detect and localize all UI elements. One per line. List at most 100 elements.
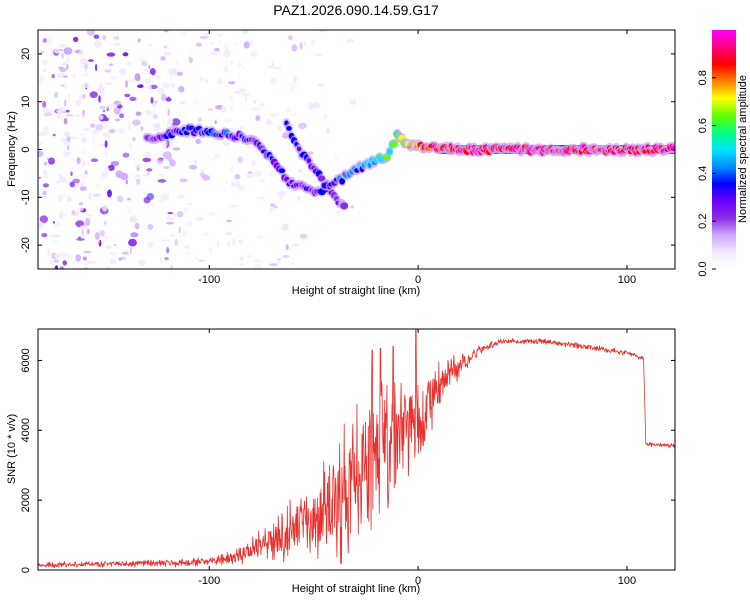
noise-blob [81,137,88,144]
noise-blob [66,63,69,70]
noise-blob [188,30,193,33]
noise-blob [92,118,95,123]
noise-blob [82,222,91,227]
noise-blob [223,49,231,58]
noise-blob [104,167,110,171]
noise-blob [59,67,67,73]
noise-blob [101,235,110,240]
noise-blob [138,77,141,81]
noise-blob [265,119,272,126]
noise-blob [163,45,168,49]
noise-blob [322,113,328,120]
noise-blob [83,148,86,156]
snr-y-ticks: 0 2000 4000 6000 [20,348,675,573]
noise-blob [303,40,306,47]
noise-blob [89,91,98,99]
noise-blob [239,88,246,93]
noise-blob [270,77,276,85]
noise-blob [259,103,265,107]
noise-blob [308,151,314,155]
noise-blob [157,173,166,176]
noise-blob [228,95,234,102]
noise-blob [39,215,48,224]
noise-blob [58,251,64,255]
noise-blob [251,159,257,167]
noise-blob [56,111,62,119]
noise-blob [217,33,223,37]
noise-blob [178,226,181,234]
noise-blob [204,77,208,84]
ridge-point [278,168,286,174]
noise-blob [148,43,152,47]
noise-blob [66,56,70,64]
noise-blob [78,202,84,206]
noise-blob [69,136,78,139]
noise-blob [51,74,55,79]
noise-blob [124,93,131,98]
noise-blob [181,92,184,95]
noise-blob [76,157,81,165]
noise-blob [42,59,48,66]
noise-blob [253,99,256,105]
noise-blob [82,256,88,261]
noise-blob [137,84,144,88]
noise-blob [254,170,263,177]
noise-blob [38,131,46,136]
noise-blob [246,173,254,178]
chart-title: PAZ1.2026.090.14.59.G17 [273,2,439,18]
noise-blob [232,238,236,246]
noise-blob [84,63,88,70]
noise-blob [142,191,148,195]
noise-blob [299,233,308,239]
noise-blob [105,131,113,136]
noise-blob [194,216,204,221]
noise-blob [160,56,166,61]
noise-blob [52,133,56,137]
noise-blob [237,184,246,191]
noise-blob [56,109,65,114]
noise-blob [59,212,67,218]
noise-blob [171,84,176,89]
noise-blob [159,257,163,264]
noise-blob [215,153,221,159]
noise-blob [121,251,129,255]
noise-blob [103,124,110,130]
noise-blob [74,114,82,117]
noise-blob [144,151,151,158]
noise-blob [188,202,193,206]
noise-blob [224,180,229,184]
noise-blob [230,204,238,208]
noise-blob [81,229,84,236]
noise-blob [104,140,108,148]
noise-blob [268,65,272,68]
spectrogram-x-label: Height of straight line (km) [292,285,420,297]
noise-blob [192,101,201,104]
noise-blob [81,113,86,119]
noise-blob [66,197,73,202]
noise-blob [163,51,172,56]
noise-blob [134,222,140,230]
noise-blob [170,265,173,269]
noise-blob [52,240,56,244]
noise-blob [275,261,283,266]
noise-blob [186,251,190,255]
noise-blob [279,195,284,201]
noise-blob [176,210,184,218]
noise-blob [108,103,118,108]
noise-blob [122,152,130,158]
noise-blob [84,217,91,226]
noise-blob [149,73,153,79]
noise-blob [349,99,357,105]
noise-blob [63,253,72,261]
noise-blob [83,128,91,132]
noise-blob [228,81,236,85]
noise-blob [71,210,76,215]
noise-blob [172,147,181,151]
noise-blob [113,42,122,47]
y-tick-label: 0 [20,146,32,152]
branch-point [317,175,326,182]
noise-blob [119,68,127,75]
noise-blob [85,214,94,217]
noise-blob [88,59,94,62]
noise-blob [234,174,241,180]
